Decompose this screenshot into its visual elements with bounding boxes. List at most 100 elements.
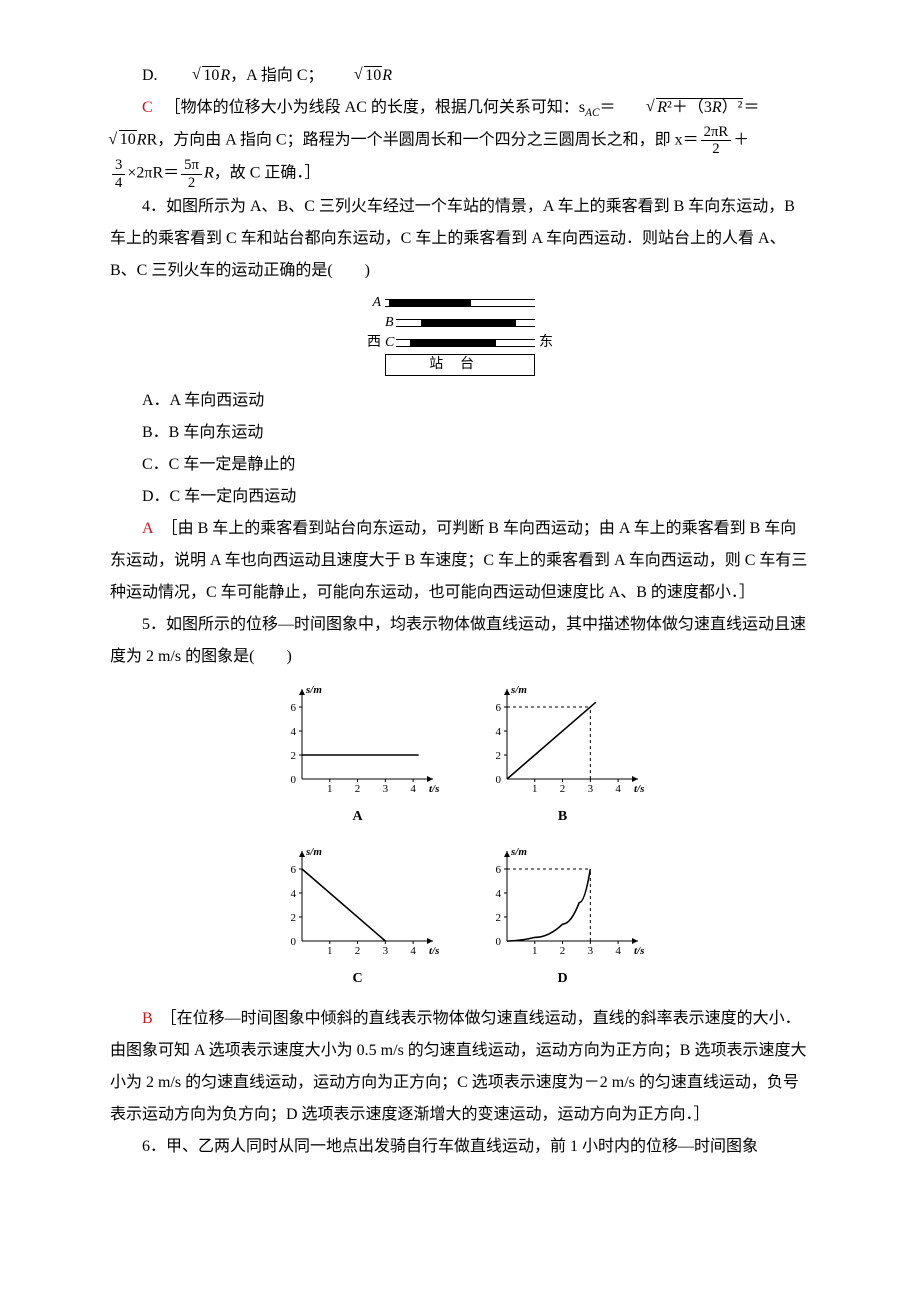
svg-text:s/m: s/m [305, 846, 322, 858]
q3-answer: C ［物体的位移大小为线段 AC 的长度，根据几何关系可知：sAC ＝R²＋（3R… [110, 92, 810, 124]
car-b [421, 319, 516, 327]
chart-a-label: A [352, 803, 362, 831]
chart-d-label: D [557, 965, 567, 993]
q5-answer: B［在位移—时间图象中倾斜的直线表示物体做匀速直线运动，直线的斜率表示速度的大小… [110, 1003, 810, 1131]
q4-diagram: A B 西 C 东 站台 [110, 293, 810, 377]
platform-label: 站台 [429, 358, 491, 372]
q3-plus: ＋ [733, 131, 749, 148]
q3-answer-line2: 10RR，方向由 A 指向 C；路程为一个半圆周长和一个四分之三圆周长之和，即 … [110, 124, 810, 157]
q3-exp-2c: ×2πR＝ [127, 165, 179, 182]
frac-1: 2πR2 [701, 124, 732, 157]
svg-text:3: 3 [588, 945, 594, 957]
q3-sub: AC [585, 107, 599, 119]
rail-a: A [359, 293, 561, 313]
chart-b: 1 2 3 4 0 2 4 6 s/m t/s [475, 681, 650, 801]
label-east: 东 [535, 336, 561, 350]
svg-text:6: 6 [291, 864, 297, 876]
svg-text:4: 4 [291, 888, 297, 900]
q3-answer-line3: 34×2πR＝5π2R，故 C 正确．］ [110, 157, 810, 190]
q5-answer-letter: B [142, 1010, 153, 1027]
q6-stem: 6．甲、乙两人同时从同一地点出发骑自行车做直线运动，前 1 小时内的位移—时间图… [110, 1131, 810, 1163]
q3-option-d: D. 10R，A 指向 C；10R [110, 60, 810, 92]
svg-text:1: 1 [532, 783, 538, 795]
svg-text:2: 2 [496, 750, 502, 762]
label-west: 西 [359, 336, 385, 350]
label-b: B [385, 316, 396, 330]
svg-text:6: 6 [496, 864, 502, 876]
svg-text:0: 0 [496, 936, 502, 948]
chart-c-label: C [352, 965, 362, 993]
q4-opt-c: C．C 车一定是静止的 [110, 449, 810, 481]
svg-text:2: 2 [496, 912, 502, 924]
svg-text:4: 4 [291, 726, 297, 738]
svg-text:6: 6 [496, 702, 502, 714]
svg-text:2: 2 [560, 783, 566, 795]
chart-c: 12340246s/mt/s [270, 843, 445, 963]
chart-d: 12340246s/mt/s [475, 843, 650, 963]
sqrt-expr: R²＋（3R）² [615, 92, 743, 124]
svg-text:4: 4 [410, 783, 416, 795]
svg-text:3: 3 [383, 783, 389, 795]
q5-stem: 5．如图所示的位移—时间图象中，均表示物体做直线运动，其中描述物体做匀速直线运动… [110, 609, 810, 673]
q3-exp-2d: ，故 C 正确．］ [214, 165, 321, 182]
q3-d-mid: ，A 指向 C； [230, 67, 323, 84]
svg-text:0: 0 [291, 936, 297, 948]
chart-a-cell: 1 2 3 4 0 2 4 6 s/m t/s A [270, 681, 445, 831]
platform-row: 站台 [359, 353, 561, 377]
svg-text:3: 3 [383, 945, 389, 957]
sqrt-10-1: 10 [162, 60, 221, 92]
rail-line-a [385, 297, 535, 309]
chart-b-cell: 1 2 3 4 0 2 4 6 s/m t/s B [475, 681, 650, 831]
label-a: A [359, 296, 385, 310]
svg-text:4: 4 [496, 726, 502, 738]
svg-text:4: 4 [615, 783, 621, 795]
platform: 站台 [385, 354, 535, 376]
q3-exp-2a: R，方向由 A 指向 C；路程为一个半圆周长和一个四分之三圆周长之和，即 x＝ [147, 131, 699, 148]
q4-answer-letter: A [142, 520, 154, 537]
svg-text:2: 2 [291, 912, 297, 924]
q4-stem: 4．如图所示为 A、B、C 三列火车经过一个车站的情景，A 车上的乘客看到 B … [110, 191, 810, 287]
car-c [410, 339, 496, 347]
svg-text:1: 1 [327, 783, 333, 795]
q4-explain: ［由 B 车上的乘客看到站台向东运动，可判断 B 车向西运动；由 A 车上的乘客… [110, 520, 807, 601]
chart-c-cell: 12340246s/mt/s C [270, 843, 445, 993]
chart-a: 1 2 3 4 0 2 4 6 s/m t/s [270, 681, 445, 801]
svg-text:2: 2 [355, 945, 361, 957]
svg-text:t/s: t/s [634, 945, 644, 957]
q3-eq2: ＝ [743, 99, 759, 116]
sqrt-10-3: 10 [110, 124, 137, 156]
svg-text:t/s: t/s [634, 783, 644, 795]
svg-text:0: 0 [291, 774, 297, 786]
rail-c: 西 C 东 [359, 333, 561, 353]
chart-b-label: B [558, 803, 567, 831]
svg-text:2: 2 [291, 750, 297, 762]
svg-text:t/s: t/s [429, 783, 439, 795]
svg-text:s/m: s/m [305, 684, 322, 696]
label-c: C [385, 336, 396, 350]
q3-answer-letter: C [142, 99, 153, 116]
svg-text:2: 2 [355, 783, 361, 795]
rail-b: B [359, 313, 561, 333]
svg-text:0: 0 [496, 774, 502, 786]
frac-3: 5π2 [181, 157, 202, 190]
svg-text:6: 6 [291, 702, 297, 714]
q5-explain: ［在位移—时间图象中倾斜的直线表示物体做匀速直线运动，直线的斜率表示速度的大小．… [110, 1010, 806, 1123]
rail-line-c [396, 337, 535, 349]
q4-opt-d: D．C 车一定向西运动 [110, 481, 810, 513]
frac-2: 34 [112, 157, 125, 190]
q4-opt-b: B．B 车向东运动 [110, 417, 810, 449]
svg-text:1: 1 [327, 945, 333, 957]
chart-d-cell: 12340246s/mt/s D [475, 843, 650, 993]
q3-d-prefix: D. [142, 67, 158, 84]
svg-text:s/m: s/m [510, 684, 527, 696]
svg-text:3: 3 [588, 783, 594, 795]
svg-text:2: 2 [560, 945, 566, 957]
svg-text:t/s: t/s [429, 945, 439, 957]
svg-text:4: 4 [615, 945, 621, 957]
q3-exp-1: ［物体的位移大小为线段 AC 的长度，根据几何关系可知：s [165, 99, 585, 116]
rail-line-b [396, 317, 535, 329]
svg-text:4: 4 [496, 888, 502, 900]
q4-opt-a: A．A 车向西运动 [110, 385, 810, 417]
car-a [389, 299, 471, 307]
svg-text:1: 1 [532, 945, 538, 957]
